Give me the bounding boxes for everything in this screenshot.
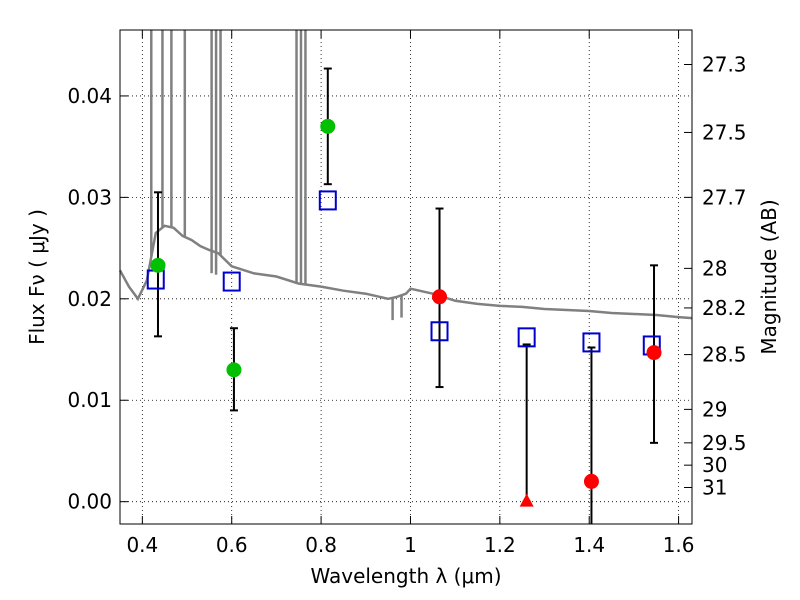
model-band-square bbox=[582, 332, 601, 353]
y-tick-label: 0.02 bbox=[67, 287, 112, 311]
right-tick-label: 28 bbox=[702, 256, 727, 280]
model-band-square bbox=[430, 321, 449, 342]
model-sed bbox=[118, 30, 693, 321]
model-band-square bbox=[517, 327, 536, 348]
y-tick-label: 0.04 bbox=[67, 84, 112, 108]
model-sed-line bbox=[118, 224, 693, 320]
ticks: 0.4 0.6 0.8 1 1.2 1.4 1.6 0.00 0.01 0.02 0.03 0.04 2… bbox=[67, 30, 747, 557]
right-tick-label: 27.3 bbox=[702, 52, 747, 76]
green-photometry-point bbox=[226, 362, 242, 378]
y-tick-label: 0.00 bbox=[67, 490, 112, 514]
red-upper-limit-triangle bbox=[519, 493, 534, 507]
green-photometry-point bbox=[150, 257, 166, 273]
model-band-square bbox=[222, 271, 241, 292]
right-tick-label: 29.5 bbox=[702, 431, 747, 455]
y-axis-label-left: Flux Fν ( μJy ) bbox=[25, 209, 49, 345]
plot-frame bbox=[119, 29, 693, 525]
x-tick-label: 1.4 bbox=[573, 533, 605, 557]
model-band-square bbox=[318, 190, 337, 211]
photometry bbox=[146, 67, 662, 524]
red-photometry-point bbox=[432, 289, 448, 305]
x-tick-label: 1 bbox=[404, 533, 417, 557]
red-photometry-point bbox=[646, 345, 662, 361]
x-tick-label: 1.2 bbox=[484, 533, 516, 557]
right-tick-label: 27.5 bbox=[702, 120, 747, 144]
right-tick-label: 28.2 bbox=[702, 296, 747, 320]
y-tick-label: 0.01 bbox=[67, 388, 112, 412]
x-tick-label: 0.6 bbox=[216, 533, 248, 557]
right-tick-label: 30 bbox=[702, 453, 727, 477]
right-tick-label: 27.7 bbox=[702, 185, 747, 209]
grid bbox=[120, 30, 692, 524]
x-tick-label: 0.8 bbox=[305, 533, 337, 557]
y-tick-label: 0.03 bbox=[67, 185, 112, 209]
right-tick-label: 28.5 bbox=[702, 343, 747, 367]
y-axis-label-right: Magnitude (AB) bbox=[757, 199, 781, 354]
x-tick-label: 1.6 bbox=[663, 533, 695, 557]
x-axis-label: Wavelength λ (μm) bbox=[310, 564, 501, 588]
red-photometry-point bbox=[583, 473, 599, 489]
right-tick-label: 31 bbox=[702, 475, 727, 499]
right-tick-label: 29 bbox=[702, 397, 727, 421]
green-photometry-point bbox=[320, 118, 336, 134]
x-tick-label: 0.4 bbox=[126, 533, 158, 557]
